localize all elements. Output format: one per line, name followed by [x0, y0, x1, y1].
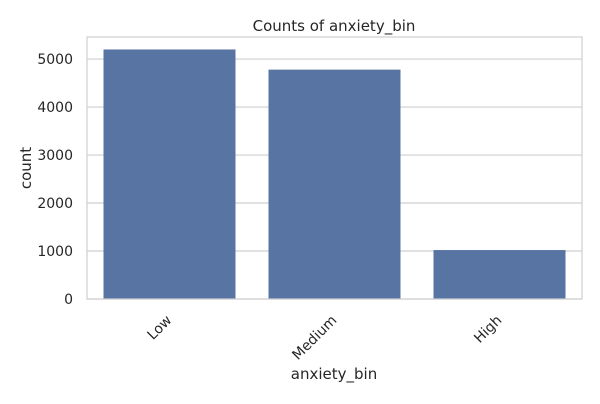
plot-frame	[86, 36, 583, 300]
y-tick-label: 3000	[37, 148, 73, 164]
y-tick-label: 4000	[37, 100, 73, 116]
x-tick-label: Low	[145, 313, 176, 344]
x-axis-label: anxiety_bin	[291, 365, 377, 384]
bar-high	[433, 250, 566, 299]
y-tick-label: 2000	[37, 196, 73, 212]
y-tick-label: 1000	[37, 244, 73, 260]
x-tick-labels: Low Medium High	[145, 313, 506, 364]
bar-medium	[268, 69, 401, 299]
chart-title: Counts of anxiety_bin	[253, 17, 416, 36]
bars	[103, 49, 566, 299]
x-tick-label: Medium	[289, 313, 340, 364]
bar-low	[103, 49, 236, 299]
y-tick-labels: 0 1000 2000 3000 4000 5000	[37, 52, 73, 308]
y-tick-label: 5000	[37, 52, 73, 68]
y-axis-label: count	[17, 147, 35, 189]
x-tick-label: High	[471, 313, 505, 347]
y-tick-label: 0	[64, 292, 73, 308]
